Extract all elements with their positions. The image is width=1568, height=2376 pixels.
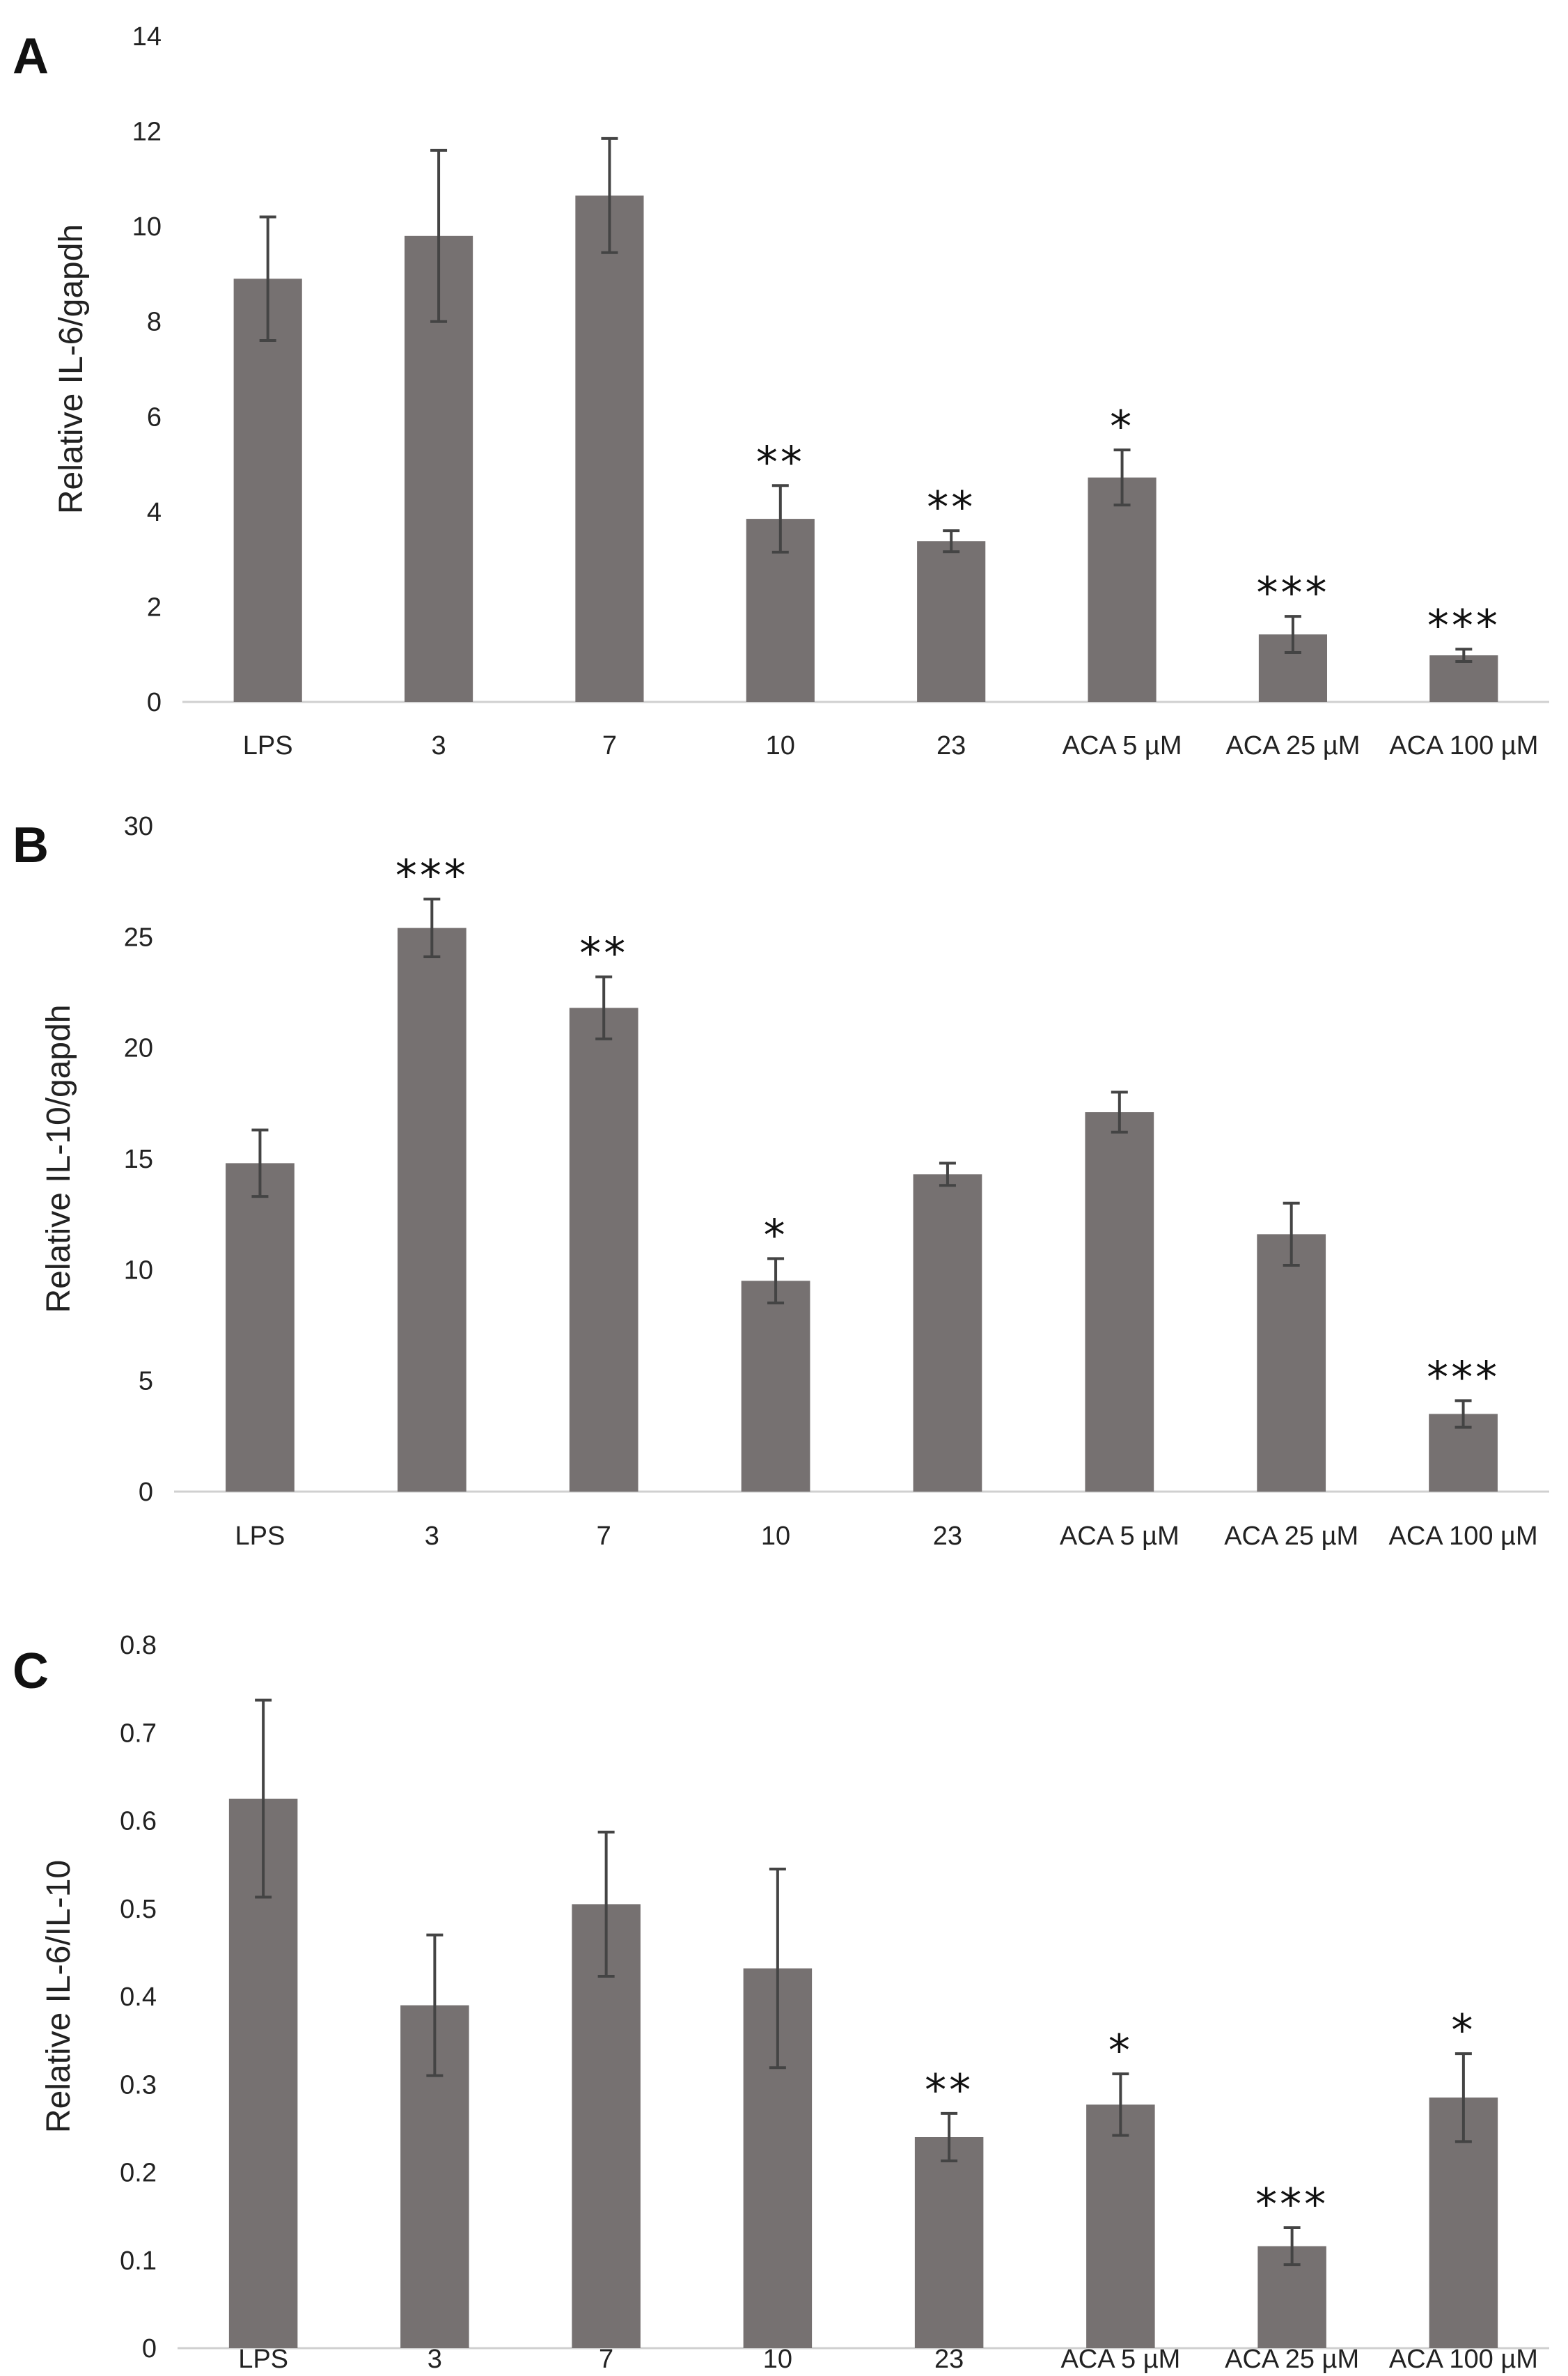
panel-b-y-tick-label: 15 — [124, 1145, 153, 1174]
panel-letter-c: C — [13, 1643, 49, 1699]
panel-b-category-label-1: LPS — [235, 1522, 285, 1551]
panel-b-y-tick-label: 25 — [124, 923, 153, 952]
panel-c-y-tick-label: 0.2 — [120, 2159, 157, 2188]
panel-c-y-axis-title: Relative IL-6/IL-10 — [40, 1860, 77, 2133]
panel-a-y-tick-label: 12 — [132, 118, 162, 147]
panel-a-y-tick-label: 8 — [147, 308, 162, 337]
panel-c-il6-il10-ratio-chart: 0 0.1 0.2 0.3 0.4 0.5 0.6 0.7 0.8 Relative IL-6/I… — [40, 1631, 1549, 2374]
panel-a-significance-marker-5: ** — [927, 482, 975, 533]
panel-c-y-tick-label: 0 — [142, 2334, 157, 2363]
panel-c-y-tick-label: 0.7 — [120, 1719, 157, 1748]
panel-c-category-label-8: ACA 100 µM — [1389, 2345, 1538, 2374]
panel-b-bar-6 — [1085, 1112, 1154, 1492]
panel-c-category-label-7: ACA 25 µM — [1225, 2345, 1359, 2374]
panel-b-y-tick-label: 30 — [124, 812, 153, 841]
panel-b-bar-2 — [397, 928, 467, 1492]
panel-b-bar-1 — [226, 1163, 295, 1492]
panel-b-significance-marker-8: *** — [1427, 1352, 1500, 1402]
panel-a-il6-chart: 0 2 4 6 8 10 12 14 Relative IL-6/gapdh LPS 3 7 ** 10 *… — [53, 22, 1549, 760]
panel-b-category-label-2: 3 — [425, 1522, 439, 1551]
panel-a-significance-marker-4: ** — [756, 437, 805, 487]
panel-c-bar-6 — [1086, 2104, 1155, 2348]
panel-a-bar-1 — [233, 279, 302, 702]
panel-a-significance-marker-7: *** — [1256, 568, 1329, 618]
panel-c-y-tick-label: 0.5 — [120, 1895, 157, 1924]
panel-c-category-label-6: ACA 5 µM — [1060, 2345, 1180, 2374]
panel-c-y-tick-label: 0.8 — [120, 1631, 157, 1660]
panel-c-significance-marker-7: *** — [1255, 2179, 1328, 2230]
panel-c-y-tick-label: 0.4 — [120, 1983, 157, 2012]
panel-b-y-axis-title: Relative IL-10/gapdh — [40, 1005, 77, 1313]
panel-c-bar-3 — [572, 1904, 641, 2348]
panel-a-y-tick-label: 2 — [147, 593, 162, 622]
panel-a-bar-3 — [575, 195, 644, 702]
panel-b-category-label-5: 23 — [933, 1522, 962, 1551]
panel-b-significance-marker-3: ** — [579, 928, 628, 979]
panel-c-bar-5 — [914, 2137, 984, 2348]
panel-a-bar-8 — [1429, 655, 1498, 702]
panel-a-category-label-4: 10 — [766, 731, 795, 760]
panel-c-y-tick-label: 0.3 — [120, 2070, 157, 2100]
panel-b-y-tick-label: 5 — [139, 1367, 153, 1396]
panel-b-bar-3 — [569, 1008, 638, 1492]
panel-letter-b: B — [13, 818, 49, 873]
panel-a-significance-marker-6: * — [1110, 401, 1134, 452]
panel-b-bar-7 — [1257, 1234, 1326, 1492]
panel-b-category-label-6: ACA 5 µM — [1060, 1522, 1179, 1551]
panel-letter-a: A — [13, 29, 49, 84]
panel-a-bar-5 — [917, 541, 986, 702]
panel-a-category-label-2: 3 — [431, 731, 446, 760]
panel-c-category-label-2: 3 — [428, 2345, 442, 2374]
panel-c-category-label-4: 10 — [763, 2345, 792, 2374]
panel-a-y-tick-label: 6 — [147, 402, 162, 432]
panel-c-significance-marker-6: * — [1108, 2025, 1133, 2076]
panel-c-category-label-1: LPS — [238, 2345, 288, 2374]
panel-c-significance-marker-8: * — [1451, 2005, 1475, 2056]
panel-a-category-label-6: ACA 5 µM — [1063, 731, 1182, 760]
panel-a-category-label-7: ACA 25 µM — [1225, 731, 1360, 760]
panel-c-significance-marker-5: ** — [925, 2065, 973, 2116]
panel-b-significance-marker-4: * — [764, 1210, 788, 1260]
panel-a-category-label-8: ACA 100 µM — [1389, 731, 1538, 760]
panel-a-y-tick-label: 4 — [147, 498, 162, 527]
panel-b-y-tick-label: 0 — [139, 1478, 153, 1507]
panel-a-category-label-1: LPS — [243, 731, 293, 760]
panel-b-category-label-4: 10 — [761, 1522, 790, 1551]
panel-b-y-tick-label: 10 — [124, 1256, 153, 1285]
panel-b-y-tick-label: 20 — [124, 1034, 153, 1063]
panel-b-significance-marker-2: *** — [395, 850, 469, 901]
panel-a-category-label-5: 23 — [936, 731, 966, 760]
panel-a-bar-6 — [1088, 477, 1157, 702]
panel-b-bar-5 — [913, 1174, 982, 1492]
panel-a-category-label-3: 7 — [602, 731, 617, 760]
panel-b-category-label-8: ACA 100 µM — [1389, 1522, 1538, 1551]
panel-b-category-label-7: ACA 25 µM — [1224, 1522, 1358, 1551]
panel-b-bar-4 — [741, 1281, 810, 1492]
panel-c-y-tick-label: 0.6 — [120, 1807, 157, 1836]
panel-c-category-label-3: 7 — [599, 2345, 613, 2374]
panel-c-y-tick-label: 0.1 — [120, 2246, 157, 2276]
panel-c-category-label-5: 23 — [934, 2345, 964, 2374]
panel-a-y-axis-title: Relative IL-6/gapdh — [53, 224, 90, 514]
panel-a-y-tick-label: 0 — [147, 688, 162, 717]
panel-a-significance-marker-8: *** — [1427, 600, 1500, 651]
panel-a-y-tick-label: 10 — [132, 212, 162, 242]
panel-a-y-tick-label: 14 — [132, 22, 162, 52]
panel-b-category-label-3: 7 — [597, 1522, 611, 1551]
